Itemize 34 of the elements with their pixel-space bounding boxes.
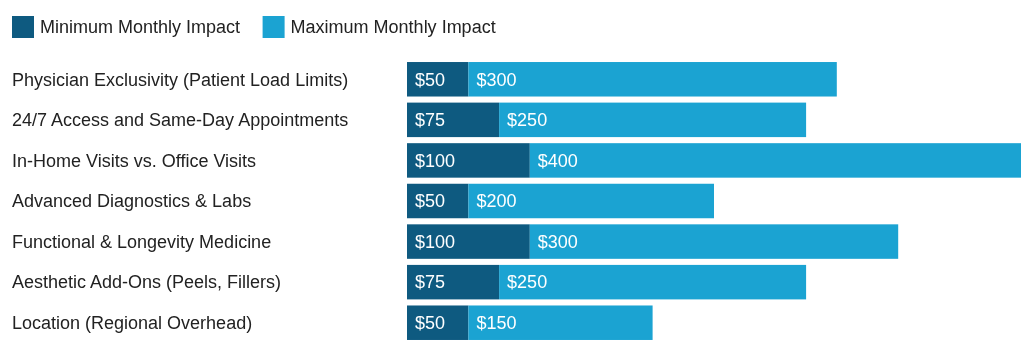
y-tick-label: Advanced Diagnostics & Labs <box>12 191 252 212</box>
bar <box>529 224 899 259</box>
bar <box>407 102 500 138</box>
bar <box>468 62 837 97</box>
data-label: $75 <box>415 272 446 293</box>
bar <box>529 143 1021 178</box>
bar <box>499 264 807 300</box>
y-tick-label: 24/7 Access and Same-Day Appointments <box>12 110 349 131</box>
data-label: $300 <box>537 231 578 252</box>
data-label: $75 <box>415 110 446 131</box>
legend-label: Minimum Monthly Impact <box>40 17 241 38</box>
bar <box>407 264 500 300</box>
data-label: $400 <box>537 150 578 171</box>
data-label: $50 <box>415 313 446 334</box>
bar <box>407 143 530 178</box>
y-tick-label: In-Home Visits vs. Office Visits <box>12 150 257 171</box>
data-label: $50 <box>415 191 446 212</box>
legend-label: Maximum Monthly Impact <box>290 17 496 38</box>
data-label: $200 <box>476 191 517 212</box>
bar <box>407 224 530 259</box>
y-tick-label: Location (Regional Overhead) <box>12 313 253 334</box>
y-tick-label: Physician Exclusivity (Patient Load Limits) <box>12 69 349 90</box>
data-label: $300 <box>476 69 517 90</box>
data-label: $150 <box>476 313 517 334</box>
data-label: $50 <box>415 69 446 90</box>
data-label: $250 <box>507 110 548 131</box>
data-label: $250 <box>507 272 548 293</box>
bar <box>468 305 653 340</box>
bar <box>468 183 714 219</box>
data-label: $100 <box>415 231 456 252</box>
bar <box>499 102 807 138</box>
y-tick-label: Functional & Longevity Medicine <box>12 231 272 252</box>
y-tick-label: Aesthetic Add-Ons (Peels, Fillers) <box>12 272 282 293</box>
data-label: $100 <box>415 150 456 171</box>
